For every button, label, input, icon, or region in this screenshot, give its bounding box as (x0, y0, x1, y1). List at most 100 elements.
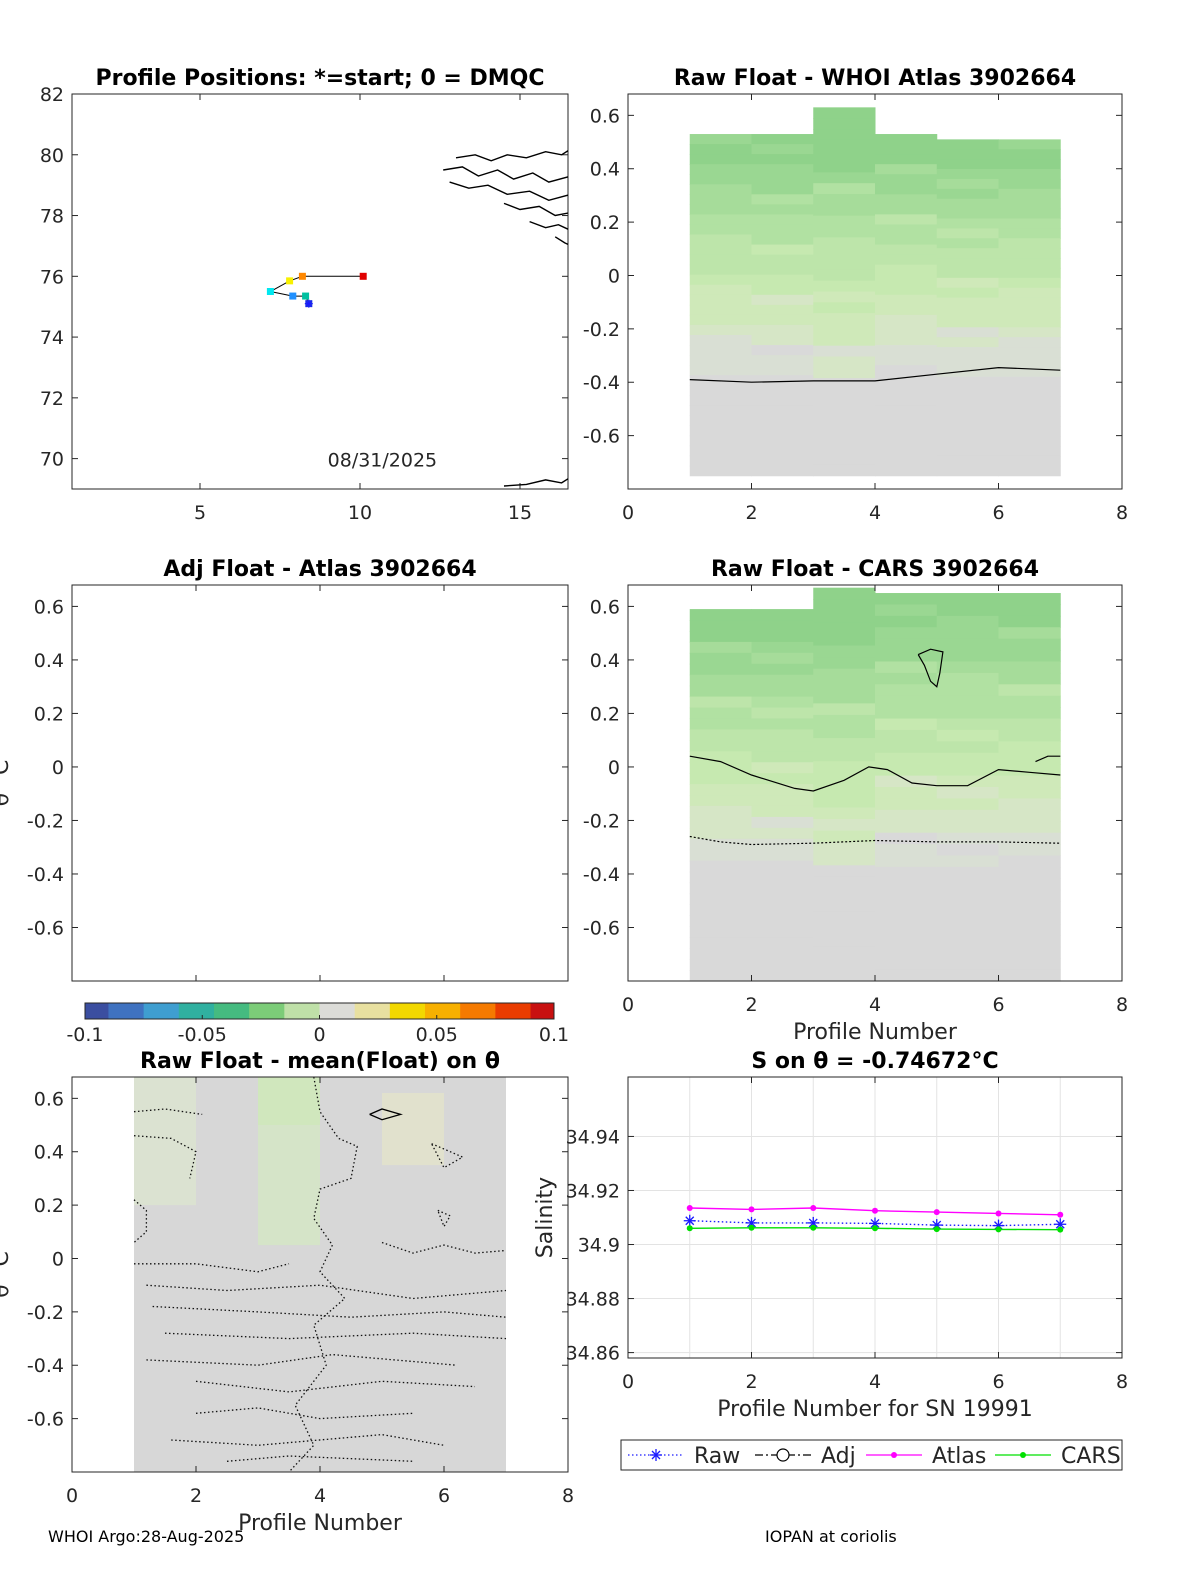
heat-cell (875, 134, 938, 145)
heat-cell (751, 425, 814, 437)
heat-cell (689, 455, 752, 467)
series-point-cars (872, 1225, 878, 1232)
track-line (268, 275, 364, 304)
profile-point (298, 272, 306, 280)
y-tick-label: -0.4 (583, 372, 620, 394)
heat-cell (751, 234, 814, 246)
heat-cell (936, 386, 999, 398)
heat-cell (813, 139, 876, 152)
heat-cell (689, 405, 752, 416)
heat-cell (875, 718, 938, 731)
heat-cell (813, 946, 876, 959)
date-annotation: 08/31/2025 (328, 450, 438, 472)
x-tick-label: 6 (992, 994, 1004, 1016)
heat-cell (689, 224, 752, 236)
y-tick-label: 0.4 (590, 159, 620, 181)
colorbar-cell (178, 1003, 192, 1019)
colorbar-label: -0.1 (66, 1024, 103, 1046)
heat-cell (751, 915, 814, 927)
heat-cell (875, 695, 938, 708)
heat-cell (998, 277, 1061, 289)
heat-cell (875, 729, 938, 742)
heat-cell (998, 593, 1061, 606)
heat-cell (751, 871, 814, 884)
heat-cell (998, 775, 1061, 788)
heat-cell (813, 610, 876, 623)
heat-cell (875, 244, 938, 256)
x-tick-label: 5 (194, 502, 206, 524)
colorbar-cell (131, 1003, 145, 1019)
heat-cell (875, 355, 938, 366)
heat-cell (751, 609, 814, 621)
heat-cell (751, 926, 814, 938)
legend-marker (776, 1448, 790, 1462)
heat-cell (813, 129, 876, 141)
heat-cell (998, 465, 1061, 477)
heat-cell (751, 630, 814, 643)
heat-cell (936, 969, 999, 982)
heat-cell (875, 345, 938, 356)
heat-cell (813, 599, 876, 612)
heat-cell (689, 445, 752, 457)
heat-cell (998, 297, 1061, 309)
heat-cell (751, 827, 814, 840)
heat-cell (813, 691, 876, 704)
y-tick-label: 0.4 (34, 1142, 64, 1164)
heat-cell (689, 784, 752, 796)
heat-cell (875, 684, 938, 697)
heat-cell (936, 741, 999, 754)
heat-cell (936, 901, 999, 914)
colorbar-cell (237, 1003, 250, 1019)
y-tick-label: -0.6 (583, 917, 620, 939)
heat-cell (813, 772, 876, 785)
heat-cell (689, 144, 752, 155)
heat-cell (689, 707, 752, 720)
heat-cell (813, 313, 876, 325)
panel-raw-mean: -0.6 -0.4 -0.2 0 0.2 0.4 0.6 0 2 4 6 8 Raw Float - m… (0, 1049, 574, 1536)
heat-cell (936, 149, 999, 160)
heat-cell (689, 465, 752, 477)
heat-cell (936, 436, 999, 447)
heat-cell (998, 337, 1061, 348)
heat-cell (998, 855, 1061, 868)
heat-cell (751, 314, 814, 326)
legend-label: Raw (694, 1444, 740, 1469)
heat-cell (936, 627, 999, 640)
heat-cell (751, 134, 814, 145)
heat-cell (936, 396, 999, 408)
heat-cell (998, 901, 1061, 914)
heat-cell (813, 443, 876, 455)
heat-cell (936, 604, 999, 617)
heat-cell (689, 154, 752, 165)
panel-raw-cars: -0.6 -0.4 -0.2 0 0.2 0.4 0.6 0 2 4 6 8 Raw Float - C… (583, 557, 1128, 1045)
heat-cell (813, 657, 876, 670)
heat-cell (689, 620, 752, 632)
heat-cell (998, 695, 1061, 708)
heat-cell (813, 453, 876, 466)
heat-cell (875, 465, 938, 477)
colorbar-cell (354, 1003, 367, 1019)
heat-cell (998, 386, 1061, 398)
heat-cell (998, 436, 1061, 447)
heat-cell (936, 844, 999, 857)
heat-cell (936, 317, 999, 328)
heat-cell (813, 900, 876, 913)
colorbar-cell (378, 1003, 391, 1019)
series-point-cars (748, 1224, 755, 1231)
heat-cell (689, 926, 752, 938)
heat-cell (813, 714, 876, 728)
chart-title: Raw Float - WHOI Atlas 3902664 (674, 66, 1076, 91)
heat-cell (813, 703, 876, 716)
y-tick-label: 34.86 (566, 1343, 620, 1365)
heat-cell (936, 775, 999, 788)
x-tick-label: 4 (869, 502, 881, 524)
heat-cell (813, 934, 876, 947)
profile-point (359, 272, 367, 280)
heat-cell (998, 798, 1061, 811)
colorbar: -0.1 -0.05 0 0.05 0.1 (66, 1002, 569, 1046)
heat-cell (998, 627, 1061, 640)
heat-cell (936, 866, 999, 879)
heat-cell (689, 696, 752, 709)
heat-cell (998, 946, 1061, 959)
